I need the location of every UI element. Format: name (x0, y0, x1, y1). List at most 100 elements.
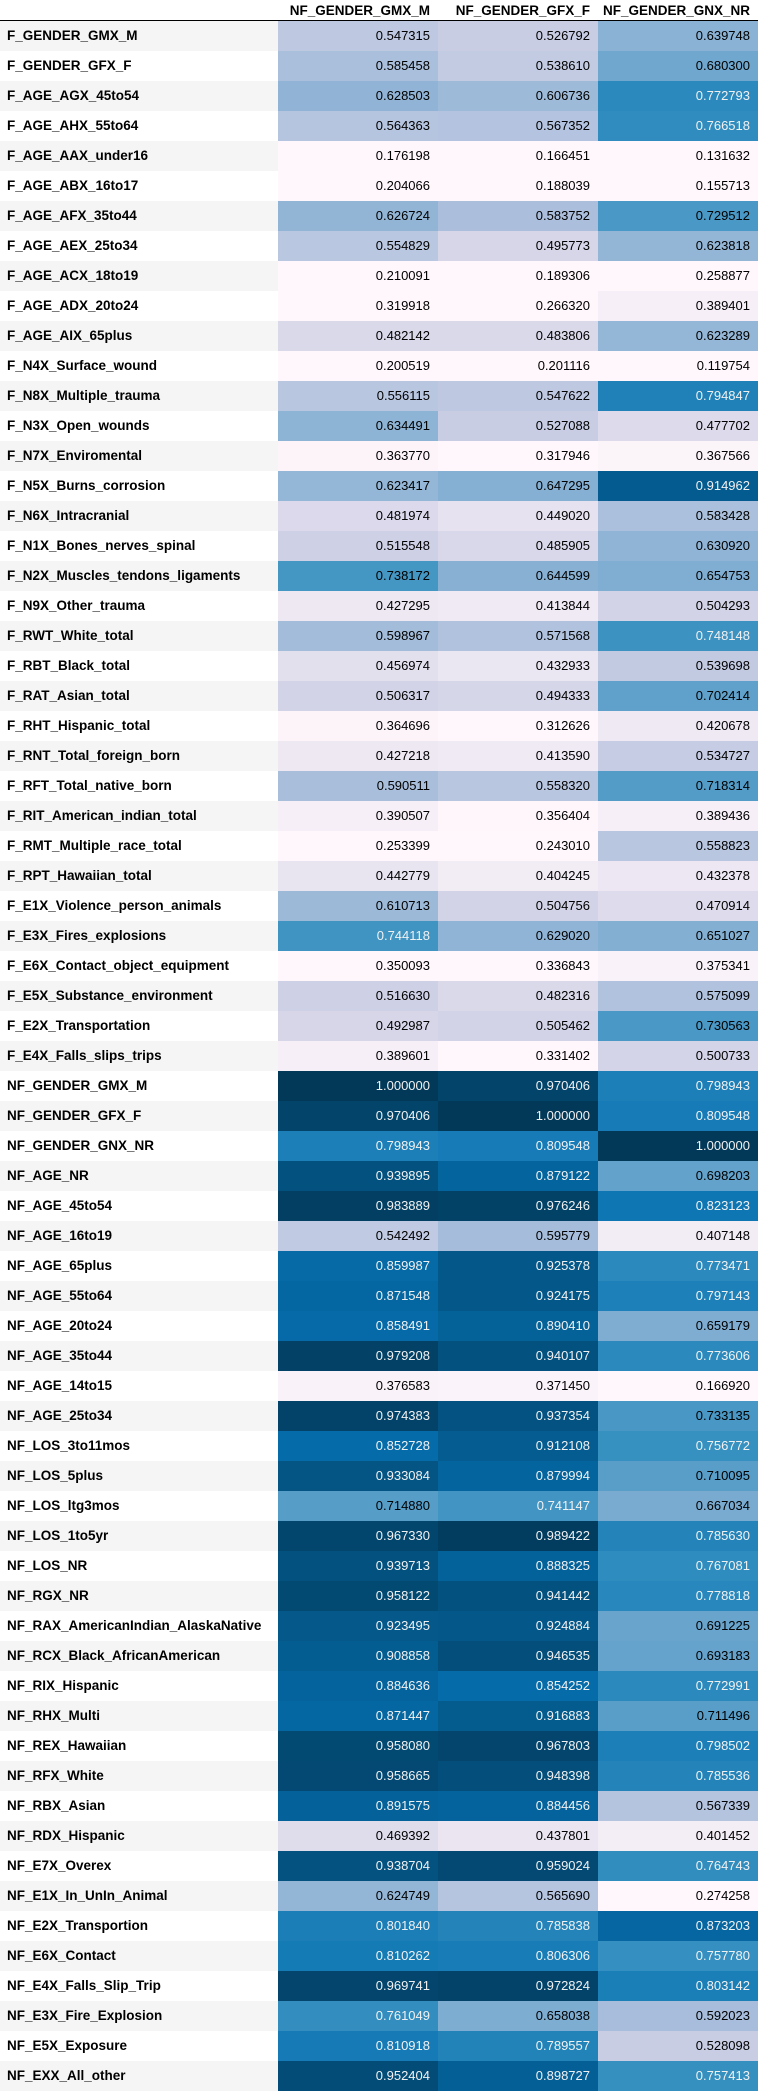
value-cell: 0.629020 (438, 920, 598, 951)
value-cell: 0.979208 (278, 1340, 438, 1371)
value-cell: 0.266320 (438, 290, 598, 321)
row-label: NF_AGE_65plus (0, 1250, 278, 1281)
value-cell: 0.131632 (598, 140, 758, 171)
value-cell: 0.389401 (598, 290, 758, 321)
value-cell: 0.500733 (598, 1040, 758, 1071)
table-row: NF_E2X_Transportion 0.801840 0.785838 0.873… (0, 1910, 758, 1941)
value-cell: 0.970406 (438, 1070, 598, 1101)
table-row: NF_E4X_Falls_Slip_Trip 0.969741 0.972824 0.… (0, 1970, 758, 2001)
row-label: F_N1X_Bones_nerves_spinal (0, 530, 278, 561)
row-label: F_N9X_Other_trauma (0, 590, 278, 621)
table-row: NF_E6X_Contact 0.810262 0.806306 0.757780 (0, 1940, 758, 1971)
table-row: NF_AGE_55to64 0.871548 0.924175 0.797143 (0, 1280, 758, 1311)
value-cell: 0.526792 (438, 20, 598, 51)
table-row: NF_AGE_45to54 0.983889 0.976246 0.823123 (0, 1190, 758, 1221)
row-label: F_N6X_Intracranial (0, 500, 278, 531)
value-cell: 0.376583 (278, 1370, 438, 1401)
table-row: F_N2X_Muscles_tendons_ligaments 0.738172 0… (0, 560, 758, 591)
value-cell: 0.959024 (438, 1850, 598, 1881)
value-cell: 1.000000 (278, 1070, 438, 1101)
value-cell: 0.534727 (598, 740, 758, 771)
value-cell: 0.710095 (598, 1460, 758, 1491)
value-cell: 0.201116 (438, 350, 598, 381)
value-cell: 0.925378 (438, 1250, 598, 1281)
table-row: F_AGE_AHX_55to64 0.564363 0.567352 0.766518 (0, 110, 758, 141)
value-cell: 0.420678 (598, 710, 758, 741)
row-label: F_N7X_Enviromental (0, 440, 278, 471)
value-cell: 0.492987 (278, 1010, 438, 1041)
value-cell: 0.939895 (278, 1160, 438, 1191)
value-cell: 0.938704 (278, 1850, 438, 1881)
row-label: NF_LOS_ltg3mos (0, 1490, 278, 1521)
value-cell: 0.317946 (438, 440, 598, 471)
value-cell: 0.364696 (278, 710, 438, 741)
table-row: NF_E1X_In_UnIn_Animal 0.624749 0.565690 0.2… (0, 1880, 758, 1911)
value-cell: 0.888325 (438, 1550, 598, 1581)
table-row: NF_RDX_Hispanic 0.469392 0.437801 0.401452 (0, 1820, 758, 1851)
row-label: NF_LOS_1to5yr (0, 1520, 278, 1551)
value-cell: 0.924175 (438, 1280, 598, 1311)
value-cell: 0.898727 (438, 2060, 598, 2091)
value-cell: 0.623417 (278, 470, 438, 501)
value-cell: 0.729512 (598, 200, 758, 231)
value-cell: 0.516630 (278, 980, 438, 1011)
value-cell: 0.654753 (598, 560, 758, 591)
row-label: NF_AGE_20to24 (0, 1310, 278, 1341)
value-cell: 0.367566 (598, 440, 758, 471)
value-cell: 0.744118 (278, 920, 438, 951)
value-cell: 0.558823 (598, 830, 758, 861)
value-cell: 0.427295 (278, 590, 438, 621)
value-cell: 0.630920 (598, 530, 758, 561)
value-cell: 0.797143 (598, 1280, 758, 1311)
table-row: F_RNT_Total_foreign_born 0.427218 0.413590… (0, 740, 758, 771)
table-row: NF_LOS_NR 0.939713 0.888325 0.767081 (0, 1550, 758, 1581)
row-label: F_N3X_Open_wounds (0, 410, 278, 441)
value-cell: 0.764743 (598, 1850, 758, 1881)
row-label: F_AGE_AIX_65plus (0, 320, 278, 351)
value-cell: 0.243010 (438, 830, 598, 861)
row-label: NF_E3X_Fire_Explosion (0, 2000, 278, 2031)
value-cell: 0.803142 (598, 1970, 758, 2001)
value-cell: 0.258877 (598, 260, 758, 291)
row-label: F_RFT_Total_native_born (0, 770, 278, 801)
value-cell: 0.948398 (438, 1760, 598, 1791)
column-header: NF_GENDER_GNX_NR (598, 0, 758, 21)
table-row: F_E6X_Contact_object_equipment 0.350093 0.… (0, 950, 758, 981)
table-row: F_RPT_Hawaiian_total 0.442779 0.404245 0.43… (0, 860, 758, 891)
value-cell: 0.155713 (598, 170, 758, 201)
value-cell: 0.590511 (278, 770, 438, 801)
row-label: NF_E5X_Exposure (0, 2030, 278, 2061)
row-label: F_E4X_Falls_slips_trips (0, 1040, 278, 1071)
row-label: F_E1X_Violence_person_animals (0, 890, 278, 921)
row-label: NF_AGE_45to54 (0, 1190, 278, 1221)
table-row: NF_RAX_AmericanIndian_AlaskaNative 0.9234… (0, 1610, 758, 1641)
row-label: F_E6X_Contact_object_equipment (0, 950, 278, 981)
table-row: NF_RBX_Asian 0.891575 0.884456 0.567339 (0, 1790, 758, 1821)
value-cell: 0.823123 (598, 1190, 758, 1221)
value-cell: 0.482142 (278, 320, 438, 351)
row-label: F_RWT_White_total (0, 620, 278, 651)
table-row: F_RIT_American_indian_total 0.390507 0.356… (0, 800, 758, 831)
table-row: F_N1X_Bones_nerves_spinal 0.515548 0.48590… (0, 530, 758, 561)
value-cell: 0.189306 (438, 260, 598, 291)
value-cell: 0.432378 (598, 860, 758, 891)
value-cell: 0.778818 (598, 1580, 758, 1611)
table-row: F_N8X_Multiple_trauma 0.556115 0.547622 0.7… (0, 380, 758, 411)
value-cell: 0.738172 (278, 560, 438, 591)
table-row: NF_AGE_16to19 0.542492 0.595779 0.407148 (0, 1220, 758, 1251)
row-label: NF_E7X_Overex (0, 1850, 278, 1881)
value-cell: 0.852728 (278, 1430, 438, 1461)
row-label: NF_RHX_Multi (0, 1700, 278, 1731)
value-cell: 0.404245 (438, 860, 598, 891)
value-cell: 0.176198 (278, 140, 438, 171)
value-cell: 0.371450 (438, 1370, 598, 1401)
value-cell: 0.890410 (438, 1310, 598, 1341)
value-cell: 0.644599 (438, 560, 598, 591)
value-cell: 0.785630 (598, 1520, 758, 1551)
value-cell: 0.946535 (438, 1640, 598, 1671)
value-cell: 0.748148 (598, 620, 758, 651)
value-cell: 0.879122 (438, 1160, 598, 1191)
row-label: F_GENDER_GMX_M (0, 20, 278, 51)
value-cell: 0.916883 (438, 1700, 598, 1731)
table-row: F_AGE_ADX_20to24 0.319918 0.266320 0.389401 (0, 290, 758, 321)
